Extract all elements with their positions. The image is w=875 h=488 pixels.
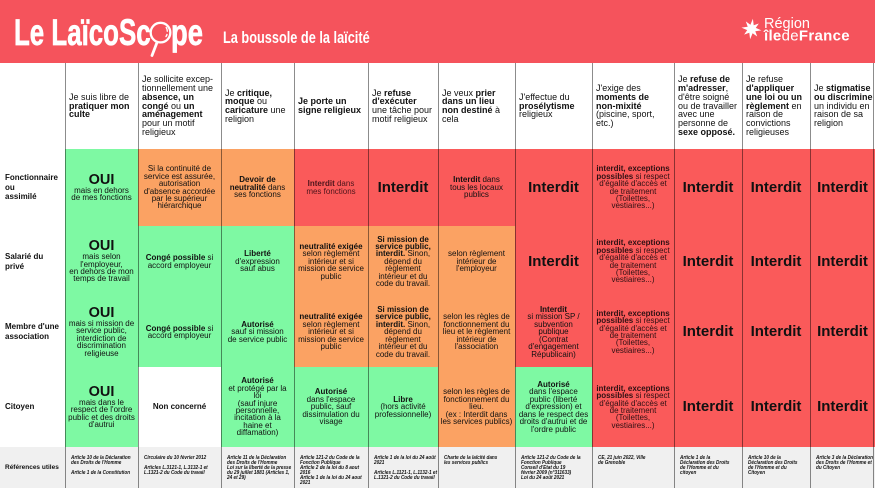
svg-text:Région: Région xyxy=(764,16,810,32)
svg-text:îledeFrance: îledeFrance xyxy=(763,28,850,45)
